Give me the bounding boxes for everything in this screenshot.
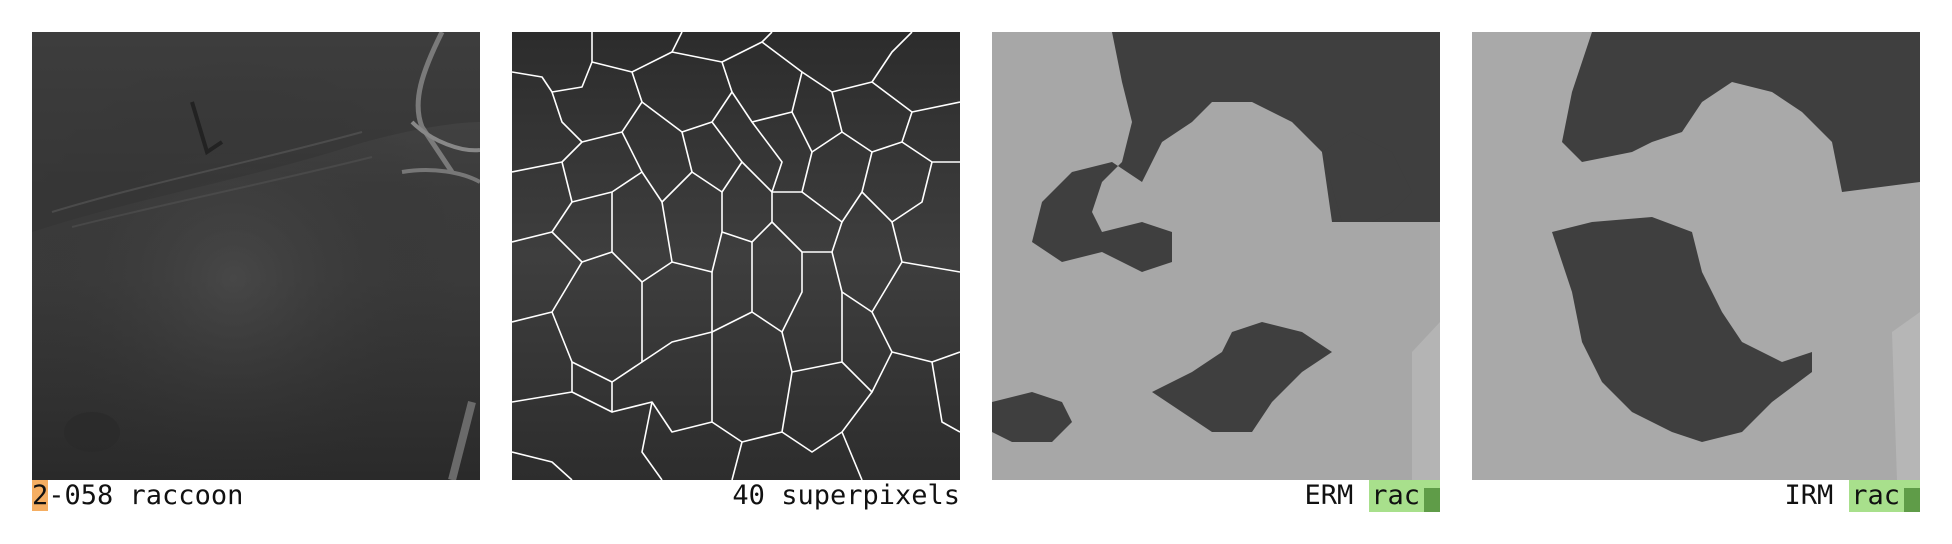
caption-text: -058 raccoon [48,480,244,511]
original-image [32,32,480,480]
erm-mask-image [992,32,1440,480]
erm-caption: ERM rac [992,480,1440,512]
erm-prediction-label: rac [1371,480,1420,511]
erm-prediction-badge: rac [1369,480,1440,512]
superpixel-caption: 40 superpixels [732,480,960,511]
irm-mask-image [1472,32,1920,480]
superpixel-image [512,32,960,480]
irm-prediction-label: rac [1851,480,1900,511]
erm-confidence-bar [1424,488,1440,512]
irm-method-label: IRM [1784,480,1834,511]
irm-caption: IRM rac [1472,480,1920,512]
caption-highlight: 2 [32,480,49,511]
irm-prediction-badge: rac [1849,480,1920,512]
original-caption: 2-058 raccoon [32,480,480,512]
erm-method-label: ERM [1304,480,1354,511]
irm-confidence-bar [1904,488,1920,512]
